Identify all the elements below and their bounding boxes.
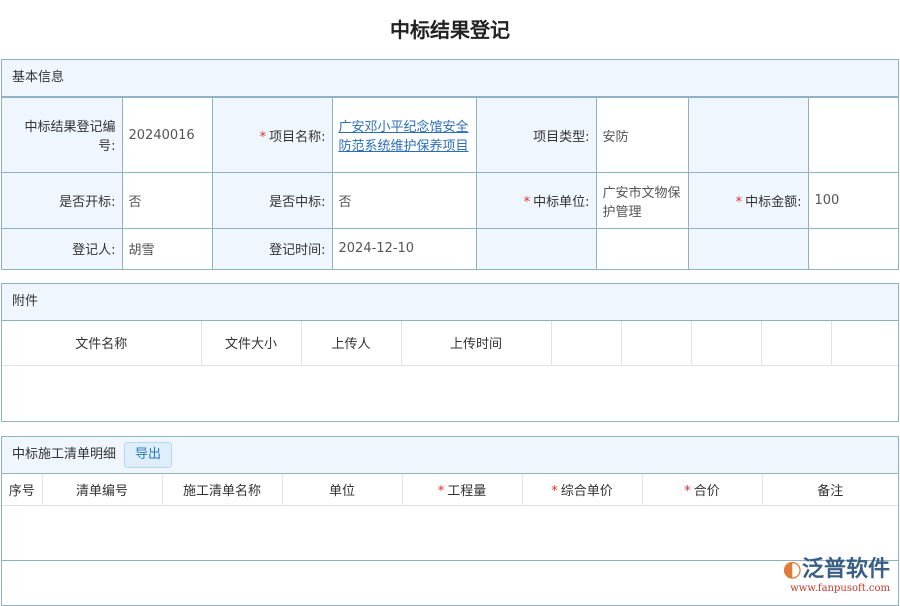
column-header: 上传时间 xyxy=(401,321,552,366)
field-value: 否 xyxy=(331,172,477,229)
export-button[interactable]: 导出 xyxy=(124,442,173,468)
column-header xyxy=(621,321,692,366)
field-label: 中标结果登记编号: xyxy=(2,97,123,173)
required-star: * xyxy=(259,129,267,145)
basic-info-table: 中标结果登记编号: 20240016 * 项目名称: 广安邓小平纪念馆安全防范系统维护保… xyxy=(2,97,898,269)
column-header: * 合价 xyxy=(642,474,763,506)
detail-section: 中标施工清单明细 导出 序号 清单编号 施工清单名称 单位 * 工程量 * 综合单价 * 合价 备注 xyxy=(1,436,899,606)
required-star: * xyxy=(523,195,531,210)
attachments-header: 附件 xyxy=(2,284,898,321)
project-name-link[interactable]: 广安邓小平纪念馆安全防范系统维护保养项目 xyxy=(338,120,469,154)
field-value: 胡雪 xyxy=(121,228,213,269)
column-header: * 综合单价 xyxy=(522,474,643,506)
field-label xyxy=(687,228,809,269)
field-value: 20240016 xyxy=(121,97,213,173)
page-title: 中标结果登记 xyxy=(390,18,510,42)
field-label xyxy=(475,228,597,269)
watermark-logo: ◐泛普软件 www.fanpusoft.com xyxy=(782,557,890,594)
column-header xyxy=(691,321,762,366)
column-header: 文件名称 xyxy=(2,321,202,366)
detail-header: 中标施工清单明细 导出 xyxy=(2,437,898,474)
column-header: 清单编号 xyxy=(42,474,163,506)
detail-title: 中标施工清单明细 xyxy=(12,447,117,462)
field-label: * 中标单位: xyxy=(475,172,597,229)
detail-body xyxy=(2,506,898,561)
basic-info-header: 基本信息 xyxy=(2,60,898,97)
attachments-section: 附件 文件名称 文件大小 上传人 上传时间 xyxy=(1,283,899,422)
column-header: 单位 xyxy=(282,474,403,506)
detail-table: 序号 清单编号 施工清单名称 单位 * 工程量 * 综合单价 * 合价 备注 xyxy=(2,474,898,506)
column-header: 序号 xyxy=(2,474,43,506)
basic-info-section: 基本信息 中标结果登记编号: 20240016 * 项目名称: 广安邓小平纪念馆安全防范… xyxy=(1,59,899,270)
column-header: 上传人 xyxy=(301,321,402,366)
field-label xyxy=(687,97,809,173)
field-value xyxy=(807,97,898,173)
column-header xyxy=(831,321,898,366)
field-label: 是否开标: xyxy=(2,172,123,229)
field-value: 广安市文物保护管理 xyxy=(595,172,689,229)
column-header: 文件大小 xyxy=(201,321,302,366)
field-value: 安防 xyxy=(595,97,689,173)
field-label: * 中标金额: xyxy=(687,172,809,229)
field-value: 2024-12-10 xyxy=(331,228,477,269)
field-value xyxy=(807,228,898,269)
field-label: 项目类型: xyxy=(475,97,597,173)
field-label: * 项目名称: xyxy=(211,97,333,173)
field-value: 否 xyxy=(121,172,213,229)
required-star: * xyxy=(735,195,743,210)
column-header: 施工清单名称 xyxy=(162,474,283,506)
column-header: 备注 xyxy=(762,474,898,506)
column-header xyxy=(761,321,832,366)
field-label: 是否中标: xyxy=(211,172,333,229)
field-value xyxy=(595,228,689,269)
attachments-table: 文件名称 文件大小 上传人 上传时间 xyxy=(2,321,898,366)
field-label: 登记人: xyxy=(2,228,123,269)
field-value: 100 xyxy=(807,172,898,229)
column-header: * 工程量 xyxy=(402,474,523,506)
field-label: 登记时间: xyxy=(211,228,333,269)
column-header xyxy=(551,321,622,366)
field-value[interactable]: 广安邓小平纪念馆安全防范系统维护保养项目 xyxy=(331,97,477,173)
